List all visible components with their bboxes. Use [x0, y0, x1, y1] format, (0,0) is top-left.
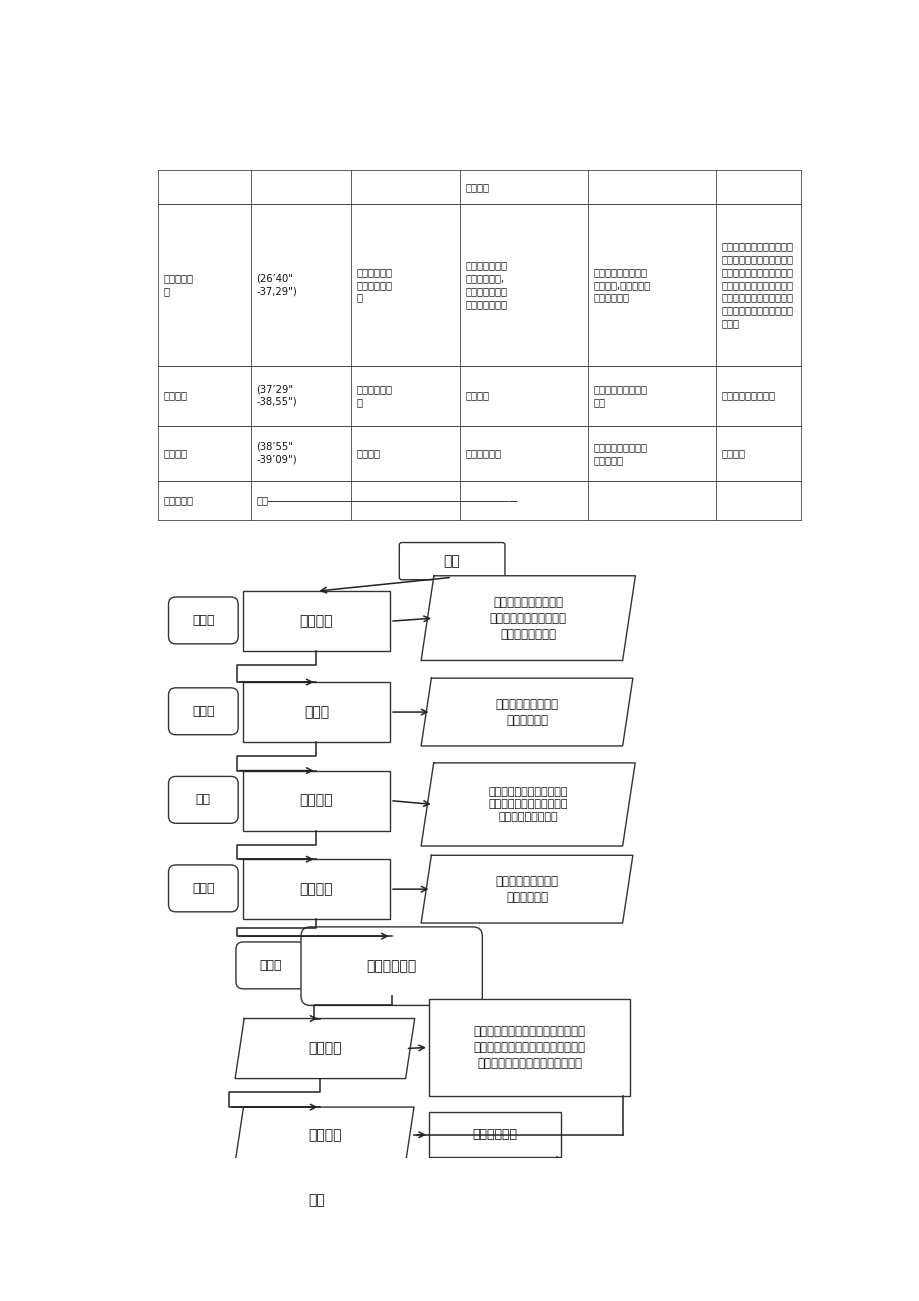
Text: 提问收获: 提问收获	[465, 390, 489, 401]
FancyBboxPatch shape	[243, 770, 390, 830]
Text: 优学派发送同步训练题，学
生做完后进行互评、教师对
完成同学进行表扬，通过自
动读取统计图中的信息对出
错较高的题目进行讲解，学
生抢答，教师随机抽取进行
答题: 优学派发送同步训练题，学 生做完后进行互评、教师对 完成同学进行表扬，通过自 动…	[720, 241, 792, 328]
Text: 通过猜一猜对图形的
特点进行巩固: 通过猜一猜对图形的 特点进行巩固	[495, 874, 558, 904]
Text: 总结收获: 总结收获	[163, 390, 187, 401]
Text: 发送互动题板，通过
分类认识图形: 发送互动题板，通过 分类认识图形	[495, 697, 558, 726]
Polygon shape	[421, 678, 632, 745]
FancyBboxPatch shape	[428, 999, 630, 1095]
FancyBboxPatch shape	[168, 865, 238, 912]
Text: 优学派: 优学派	[192, 882, 214, 895]
FancyBboxPatch shape	[428, 1112, 560, 1157]
Text: 通过猜一猜、发
送同步训练题,
检测同学们对本
节课的掌握情况: 通过猜一猜、发 送同步训练题, 检测同学们对本 节课的掌握情况	[465, 260, 506, 308]
FancyBboxPatch shape	[168, 777, 238, 824]
FancyBboxPatch shape	[243, 859, 390, 920]
Polygon shape	[421, 762, 634, 846]
Polygon shape	[235, 1019, 414, 1079]
Text: 形特点。: 形特点。	[465, 182, 489, 193]
Text: 优学派: 优学派	[259, 959, 282, 972]
FancyBboxPatch shape	[168, 597, 238, 644]
Text: 发布课后作业: 发布课后作业	[465, 449, 501, 458]
Text: 四、巩固提
高: 四、巩固提 高	[163, 273, 193, 297]
Text: 及时对学生做出表扬: 及时对学生做出表扬	[720, 390, 774, 401]
FancyBboxPatch shape	[399, 543, 505, 580]
Text: 六、教学流: 六、教学流	[163, 496, 193, 505]
Text: 线上检测: 线上检测	[308, 1042, 341, 1055]
Text: 畅谈收获: 畅谈收获	[308, 1128, 341, 1142]
Text: 开始: 开始	[443, 554, 460, 569]
Text: (38’55"
-39’09"): (38’55" -39’09")	[255, 442, 296, 464]
Text: 情境导入: 情境导入	[300, 614, 333, 628]
Text: 发送同步练习: 发送同步练习	[366, 959, 416, 973]
Text: (26’40"
-37,29"): (26’40" -37,29")	[255, 273, 297, 297]
Text: 对本节教学内
容进行巩固检
测: 对本节教学内 容进行巩固检 测	[357, 267, 392, 303]
FancyBboxPatch shape	[243, 682, 390, 742]
FancyBboxPatch shape	[301, 926, 482, 1006]
Text: 结束: 结束	[308, 1193, 324, 1207]
Polygon shape	[235, 1107, 414, 1163]
Text: 学生积极回答本课知
识点: 学生积极回答本课知 识点	[593, 384, 646, 407]
Text: 认识图形: 认识图形	[300, 794, 333, 808]
Text: 课后巩固: 课后巩固	[357, 449, 380, 458]
Text: 优学派发布课: 优学派发布课	[471, 1128, 516, 1141]
Text: 通过设计由易到难的线上检测题，检
查学生的学习效果，突破重点，巩固
所学知识，达到举一返三的目的。: 通过设计由易到难的线上检测题，检 查学生的学习效果，突破重点，巩固 所学知识，达…	[473, 1025, 585, 1069]
FancyBboxPatch shape	[264, 1181, 369, 1219]
Polygon shape	[421, 576, 635, 661]
Text: 随机抽取、抢答、点赞，让
学生摸一摸、说一说、寻找
四种立体图形的特点: 随机抽取、抢答、点赞，让 学生摸一摸、说一说、寻找 四种立体图形的特点	[488, 787, 567, 822]
Text: 优学派: 优学派	[192, 705, 214, 718]
FancyBboxPatch shape	[235, 942, 305, 989]
FancyBboxPatch shape	[243, 591, 390, 652]
Text: 至图――――――――――――――――――――――――—: 至图――――――――――――――――――――――――—	[255, 496, 517, 505]
Text: 分一分: 分一分	[303, 705, 329, 719]
FancyBboxPatch shape	[168, 688, 238, 735]
Text: 巩固提高: 巩固提高	[300, 882, 333, 896]
Text: 课件: 课件	[196, 794, 210, 807]
Text: 学生根据发送的内容
进行答题,做完后与同
学进行互评。: 学生根据发送的内容 进行答题,做完后与同 学进行互评。	[593, 267, 650, 303]
Text: (37’29"
-38,55"): (37’29" -38,55")	[255, 384, 296, 407]
Text: 学生梳理知识
点: 学生梳理知识 点	[357, 384, 392, 407]
Text: 抢答，激发学习兴趣，
导入本单元话题，营造轻
松愉悦的学习氛围: 抢答，激发学习兴趣， 导入本单元话题，营造轻 松愉悦的学习氛围	[489, 596, 566, 640]
Text: 发布作业: 发布作业	[163, 449, 187, 458]
Text: 教师检查: 教师检查	[720, 449, 744, 458]
Text: 学生课下完成优学派
发布的作业: 学生课下完成优学派 发布的作业	[593, 442, 646, 464]
Polygon shape	[421, 855, 632, 922]
Text: 优学派: 优学派	[192, 614, 214, 627]
